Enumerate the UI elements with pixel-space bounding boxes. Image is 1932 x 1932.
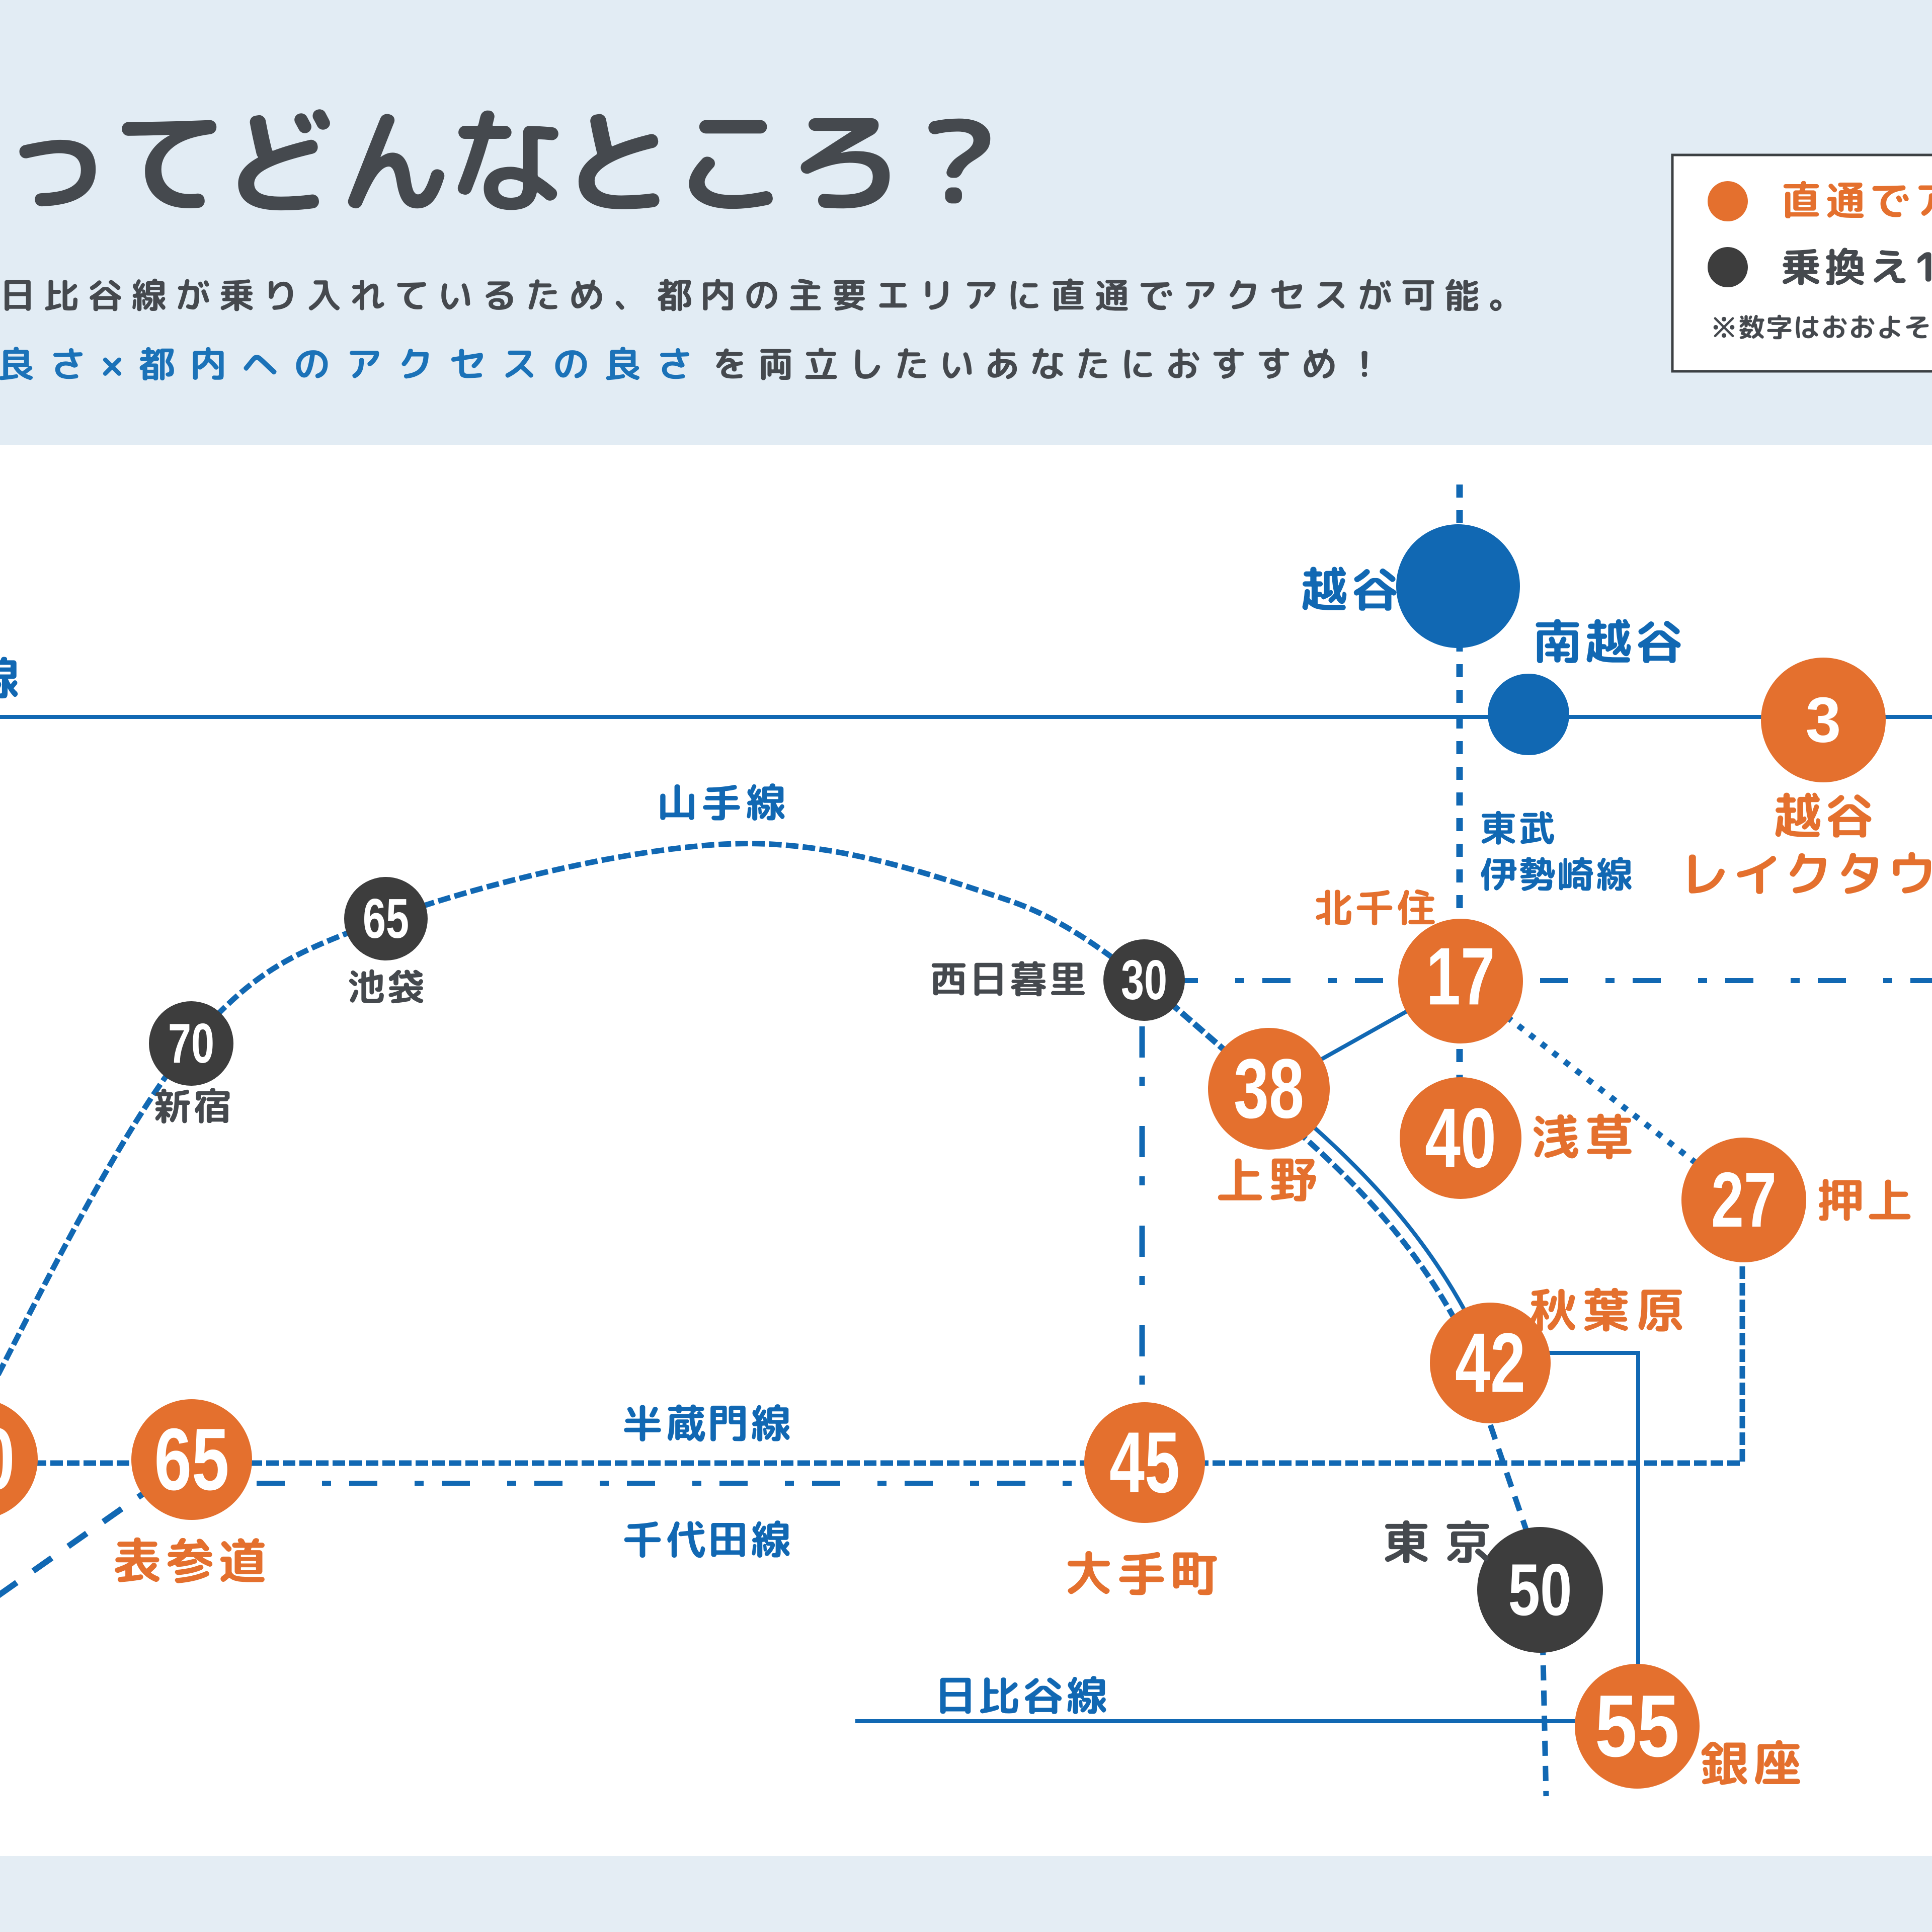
svg-text:60: 60 (0, 1410, 15, 1508)
svg-text:27: 27 (1711, 1156, 1777, 1243)
svg-text:30: 30 (1121, 949, 1167, 1011)
svg-text:42: 42 (1455, 1316, 1525, 1410)
svg-text:55: 55 (1595, 1677, 1679, 1776)
svg-text:17: 17 (1426, 931, 1495, 1022)
svg-text:65: 65 (363, 888, 409, 950)
svg-text:45: 45 (1109, 1414, 1180, 1511)
svg-text:38: 38 (1234, 1041, 1304, 1136)
svg-text:40: 40 (1425, 1091, 1496, 1185)
svg-text:70: 70 (168, 1012, 214, 1075)
svg-text:65: 65 (154, 1411, 229, 1509)
svg-text:3: 3 (1806, 684, 1841, 755)
svg-text:50: 50 (1508, 1549, 1572, 1631)
